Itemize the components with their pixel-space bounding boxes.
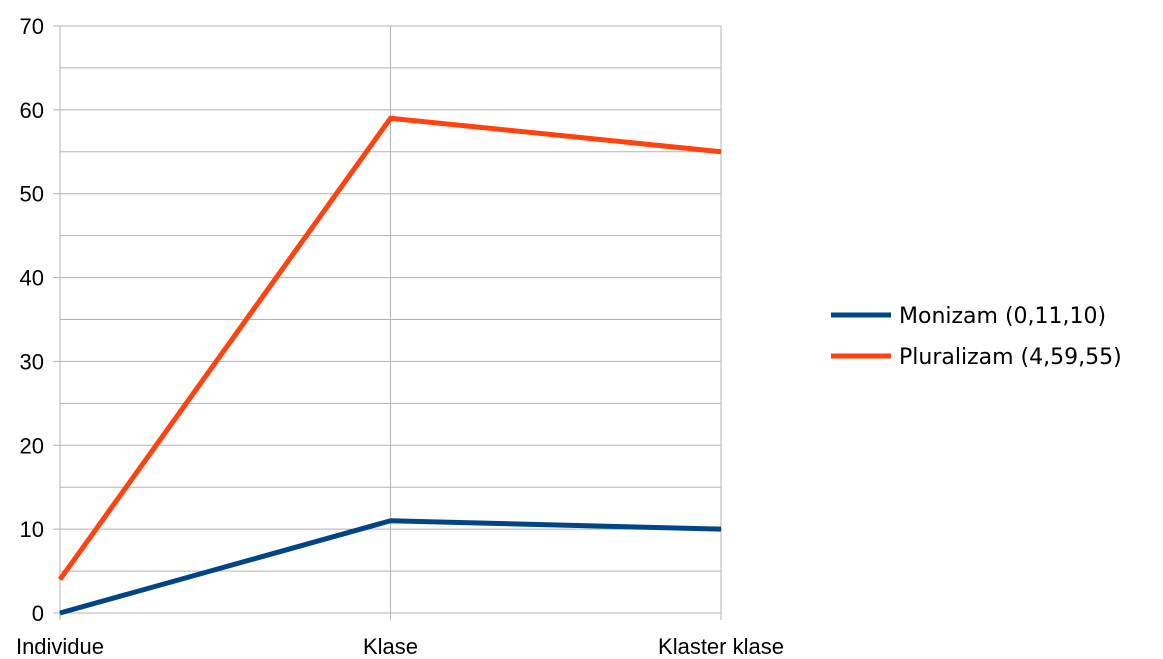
x-axis-tick-labels: Individue Klase Klaster klase <box>16 634 784 659</box>
x-tick-label-2: Klaster klase <box>658 634 784 659</box>
y-tick-label-60: 60 <box>20 98 44 123</box>
y-tick-label-70: 70 <box>20 14 44 39</box>
data-point-1-2 <box>720 151 722 153</box>
x-tick-label-1: Klase <box>363 634 418 659</box>
data-point-1-0 <box>59 578 61 580</box>
axes <box>53 25 722 620</box>
y-tick-label-30: 30 <box>20 349 44 374</box>
y-tick-label-50: 50 <box>20 182 44 207</box>
data-point-0-2 <box>720 528 722 530</box>
y-axis-tick-labels: 0 10 20 30 40 50 60 70 <box>20 14 44 626</box>
legend: Monizam (0,11,10) Pluralizam (4,59,55) <box>831 304 1122 370</box>
y-tick-label-40: 40 <box>20 266 44 291</box>
y-tick-label-10: 10 <box>20 517 44 542</box>
y-tick-label-20: 20 <box>20 433 44 458</box>
data-point-0-0 <box>59 612 61 614</box>
legend-label-1: Pluralizam (4,59,55) <box>899 345 1122 370</box>
series-lines <box>57 115 722 616</box>
data-point-1-1 <box>390 117 391 119</box>
x-tick-label-0: Individue <box>16 634 104 659</box>
legend-label-0: Monizam (0,11,10) <box>899 304 1106 329</box>
grid-lines <box>60 25 722 613</box>
data-point-0-1 <box>390 520 391 522</box>
y-tick-label-0: 0 <box>32 601 44 626</box>
